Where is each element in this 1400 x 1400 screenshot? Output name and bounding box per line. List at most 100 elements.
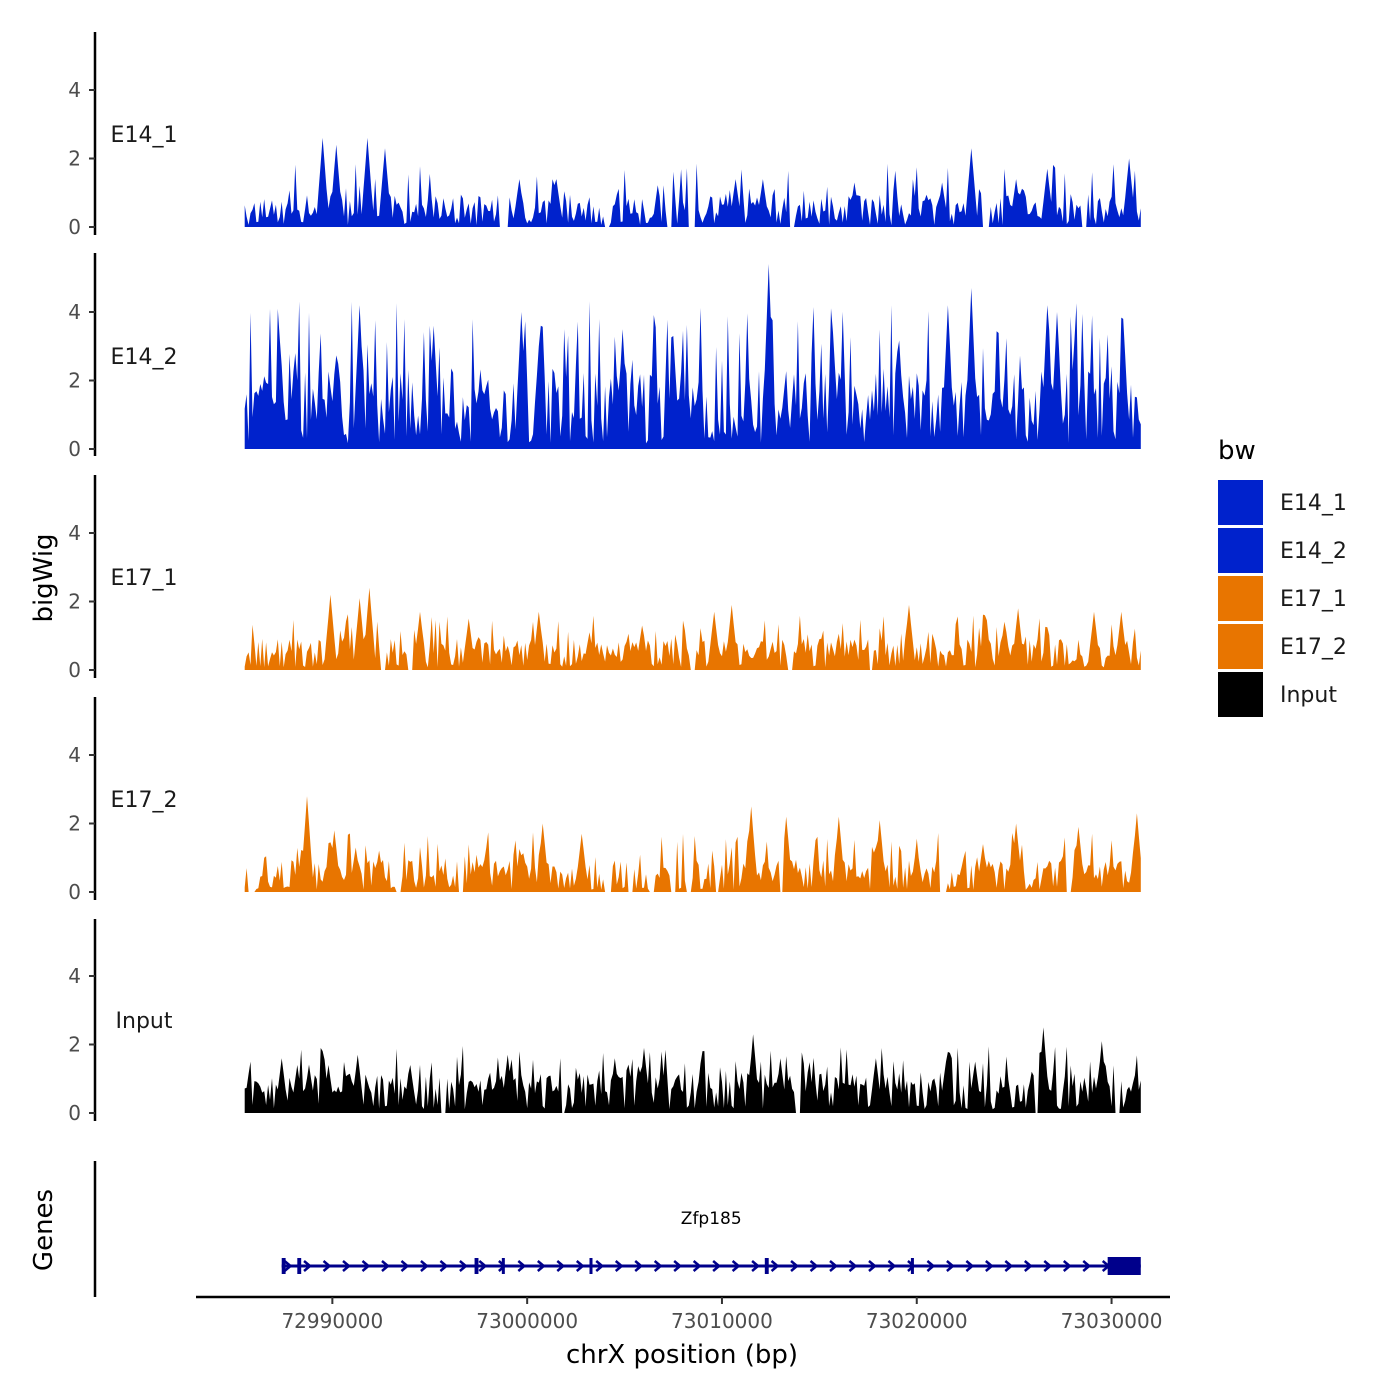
track-e14-2: 0 2 4 E14_2 xyxy=(68,253,1141,461)
y-tick-label: 2 xyxy=(68,590,81,614)
track-label: E14_2 xyxy=(111,345,178,370)
strand-arrow xyxy=(1004,1260,1014,1272)
strand-arrow xyxy=(1043,1260,1053,1272)
y-tick-label: 4 xyxy=(68,78,81,102)
genes-axis-title: Genes xyxy=(29,1189,59,1271)
x-axis-title: chrX position (bp) xyxy=(566,1340,798,1370)
exon xyxy=(297,1258,302,1274)
exon xyxy=(474,1258,479,1274)
y-tick-label: 4 xyxy=(68,964,81,988)
y-tick-label: 2 xyxy=(68,147,81,171)
strand-arrow xyxy=(731,1260,741,1272)
x-tick-label: 73020000 xyxy=(866,1309,968,1333)
strand-arrow xyxy=(985,1260,994,1272)
strand-arrow xyxy=(965,1260,975,1272)
strand-arrow xyxy=(712,1260,722,1272)
coverage-area xyxy=(244,587,1141,670)
strand-arrow xyxy=(653,1260,663,1272)
x-tick-label: 73000000 xyxy=(476,1309,578,1333)
exon xyxy=(910,1258,914,1274)
strand-arrow xyxy=(790,1260,799,1272)
strand-arrow xyxy=(829,1260,838,1272)
y-tick-label: 2 xyxy=(68,1033,81,1057)
legend: bw E14_1 E14_2 E17_1 E17_2 Input xyxy=(1218,436,1347,717)
strand-arrow xyxy=(868,1260,877,1272)
track-label: E17_2 xyxy=(111,788,178,813)
legend-key xyxy=(1218,528,1263,573)
legend-title: bw xyxy=(1218,436,1256,466)
y-tick-label: 0 xyxy=(68,658,81,682)
gene-name: Zfp185 xyxy=(681,1209,742,1229)
gene-track: Zfp185 xyxy=(93,1161,1141,1297)
strand-arrow xyxy=(517,1260,527,1272)
strand-arrow xyxy=(322,1260,332,1272)
x-tick-label: 73010000 xyxy=(671,1309,773,1333)
strand-arrow xyxy=(770,1260,780,1272)
strand-arrow xyxy=(614,1260,624,1272)
strand-arrow xyxy=(926,1260,936,1272)
coverage-area xyxy=(244,137,1141,227)
strand-arrow xyxy=(692,1260,702,1272)
legend-key xyxy=(1218,624,1263,669)
strand-arrow xyxy=(283,1260,293,1272)
strand-arrow xyxy=(1023,1260,1033,1272)
y-axis-title: bigWig xyxy=(29,533,59,622)
strand-arrow xyxy=(361,1260,371,1272)
y-tick-label: 0 xyxy=(68,215,81,239)
x-tick-label: 73030000 xyxy=(1061,1309,1163,1333)
strand-arrow xyxy=(556,1260,566,1272)
strand-arrow xyxy=(673,1260,683,1272)
track-input: 0 2 4 Input xyxy=(68,919,1141,1125)
legend-key xyxy=(1218,672,1263,717)
legend-label: E17_2 xyxy=(1280,635,1347,660)
track-e14-1: 0 2 4 E14_1 xyxy=(68,32,1141,239)
coverage-area xyxy=(244,1027,1141,1113)
strand-arrow xyxy=(887,1260,897,1272)
y-tick-label: 2 xyxy=(68,812,81,836)
strand-arrow xyxy=(459,1260,468,1272)
legend-label: E14_1 xyxy=(1280,491,1347,516)
strand-arrow xyxy=(420,1260,429,1272)
strand-arrow xyxy=(381,1260,390,1272)
y-tick-label: 4 xyxy=(68,521,81,545)
strand-arrow xyxy=(400,1260,410,1272)
x-tick-label: 72990000 xyxy=(281,1309,383,1333)
strand-arrow xyxy=(595,1260,605,1272)
y-tick-label: 0 xyxy=(68,1101,81,1125)
legend-label: E17_1 xyxy=(1280,587,1347,612)
y-tick-label: 4 xyxy=(68,300,81,324)
track-label: Input xyxy=(116,1009,173,1034)
track-label: E17_1 xyxy=(111,566,178,591)
strand-arrow xyxy=(478,1260,488,1272)
strand-arrow xyxy=(342,1260,351,1272)
strand-arrow xyxy=(439,1260,449,1272)
exon xyxy=(501,1258,505,1274)
strand-arrow xyxy=(1082,1260,1092,1272)
y-tick-label: 4 xyxy=(68,743,81,767)
legend-label: E14_2 xyxy=(1280,539,1347,564)
exon xyxy=(1107,1257,1141,1275)
exon xyxy=(764,1258,769,1274)
track-e17-2: 0 2 4 E17_2 xyxy=(68,697,1141,904)
legend-key xyxy=(1218,480,1263,525)
legend-key xyxy=(1218,576,1263,621)
y-tick-label: 2 xyxy=(68,369,81,393)
coverage-area xyxy=(244,796,1141,892)
signal-tracks: 0 2 4 E14_1 0 2 4 E14_2 0 2 4 E17_1 0 2 4 E17_2 0 2 4 Input xyxy=(68,32,1141,1125)
track-label: E14_1 xyxy=(111,123,178,148)
strand-arrow xyxy=(1062,1260,1072,1272)
gene-zfp185: Zfp185 xyxy=(281,1209,1141,1275)
strand-arrow xyxy=(809,1260,819,1272)
strand-arrow xyxy=(751,1260,761,1272)
coverage-area xyxy=(244,264,1141,449)
strand-arrow xyxy=(536,1260,546,1272)
track-e17-1: 0 2 4 E17_1 xyxy=(68,475,1141,682)
x-axis: 72990000 73000000 73010000 73020000 73030000 xyxy=(196,1295,1170,1333)
strand-arrow xyxy=(634,1260,644,1272)
strand-arrow xyxy=(575,1260,585,1272)
strand-arrow xyxy=(848,1260,858,1272)
exon xyxy=(281,1258,286,1274)
y-tick-label: 0 xyxy=(68,437,81,461)
y-tick-label: 0 xyxy=(68,880,81,904)
